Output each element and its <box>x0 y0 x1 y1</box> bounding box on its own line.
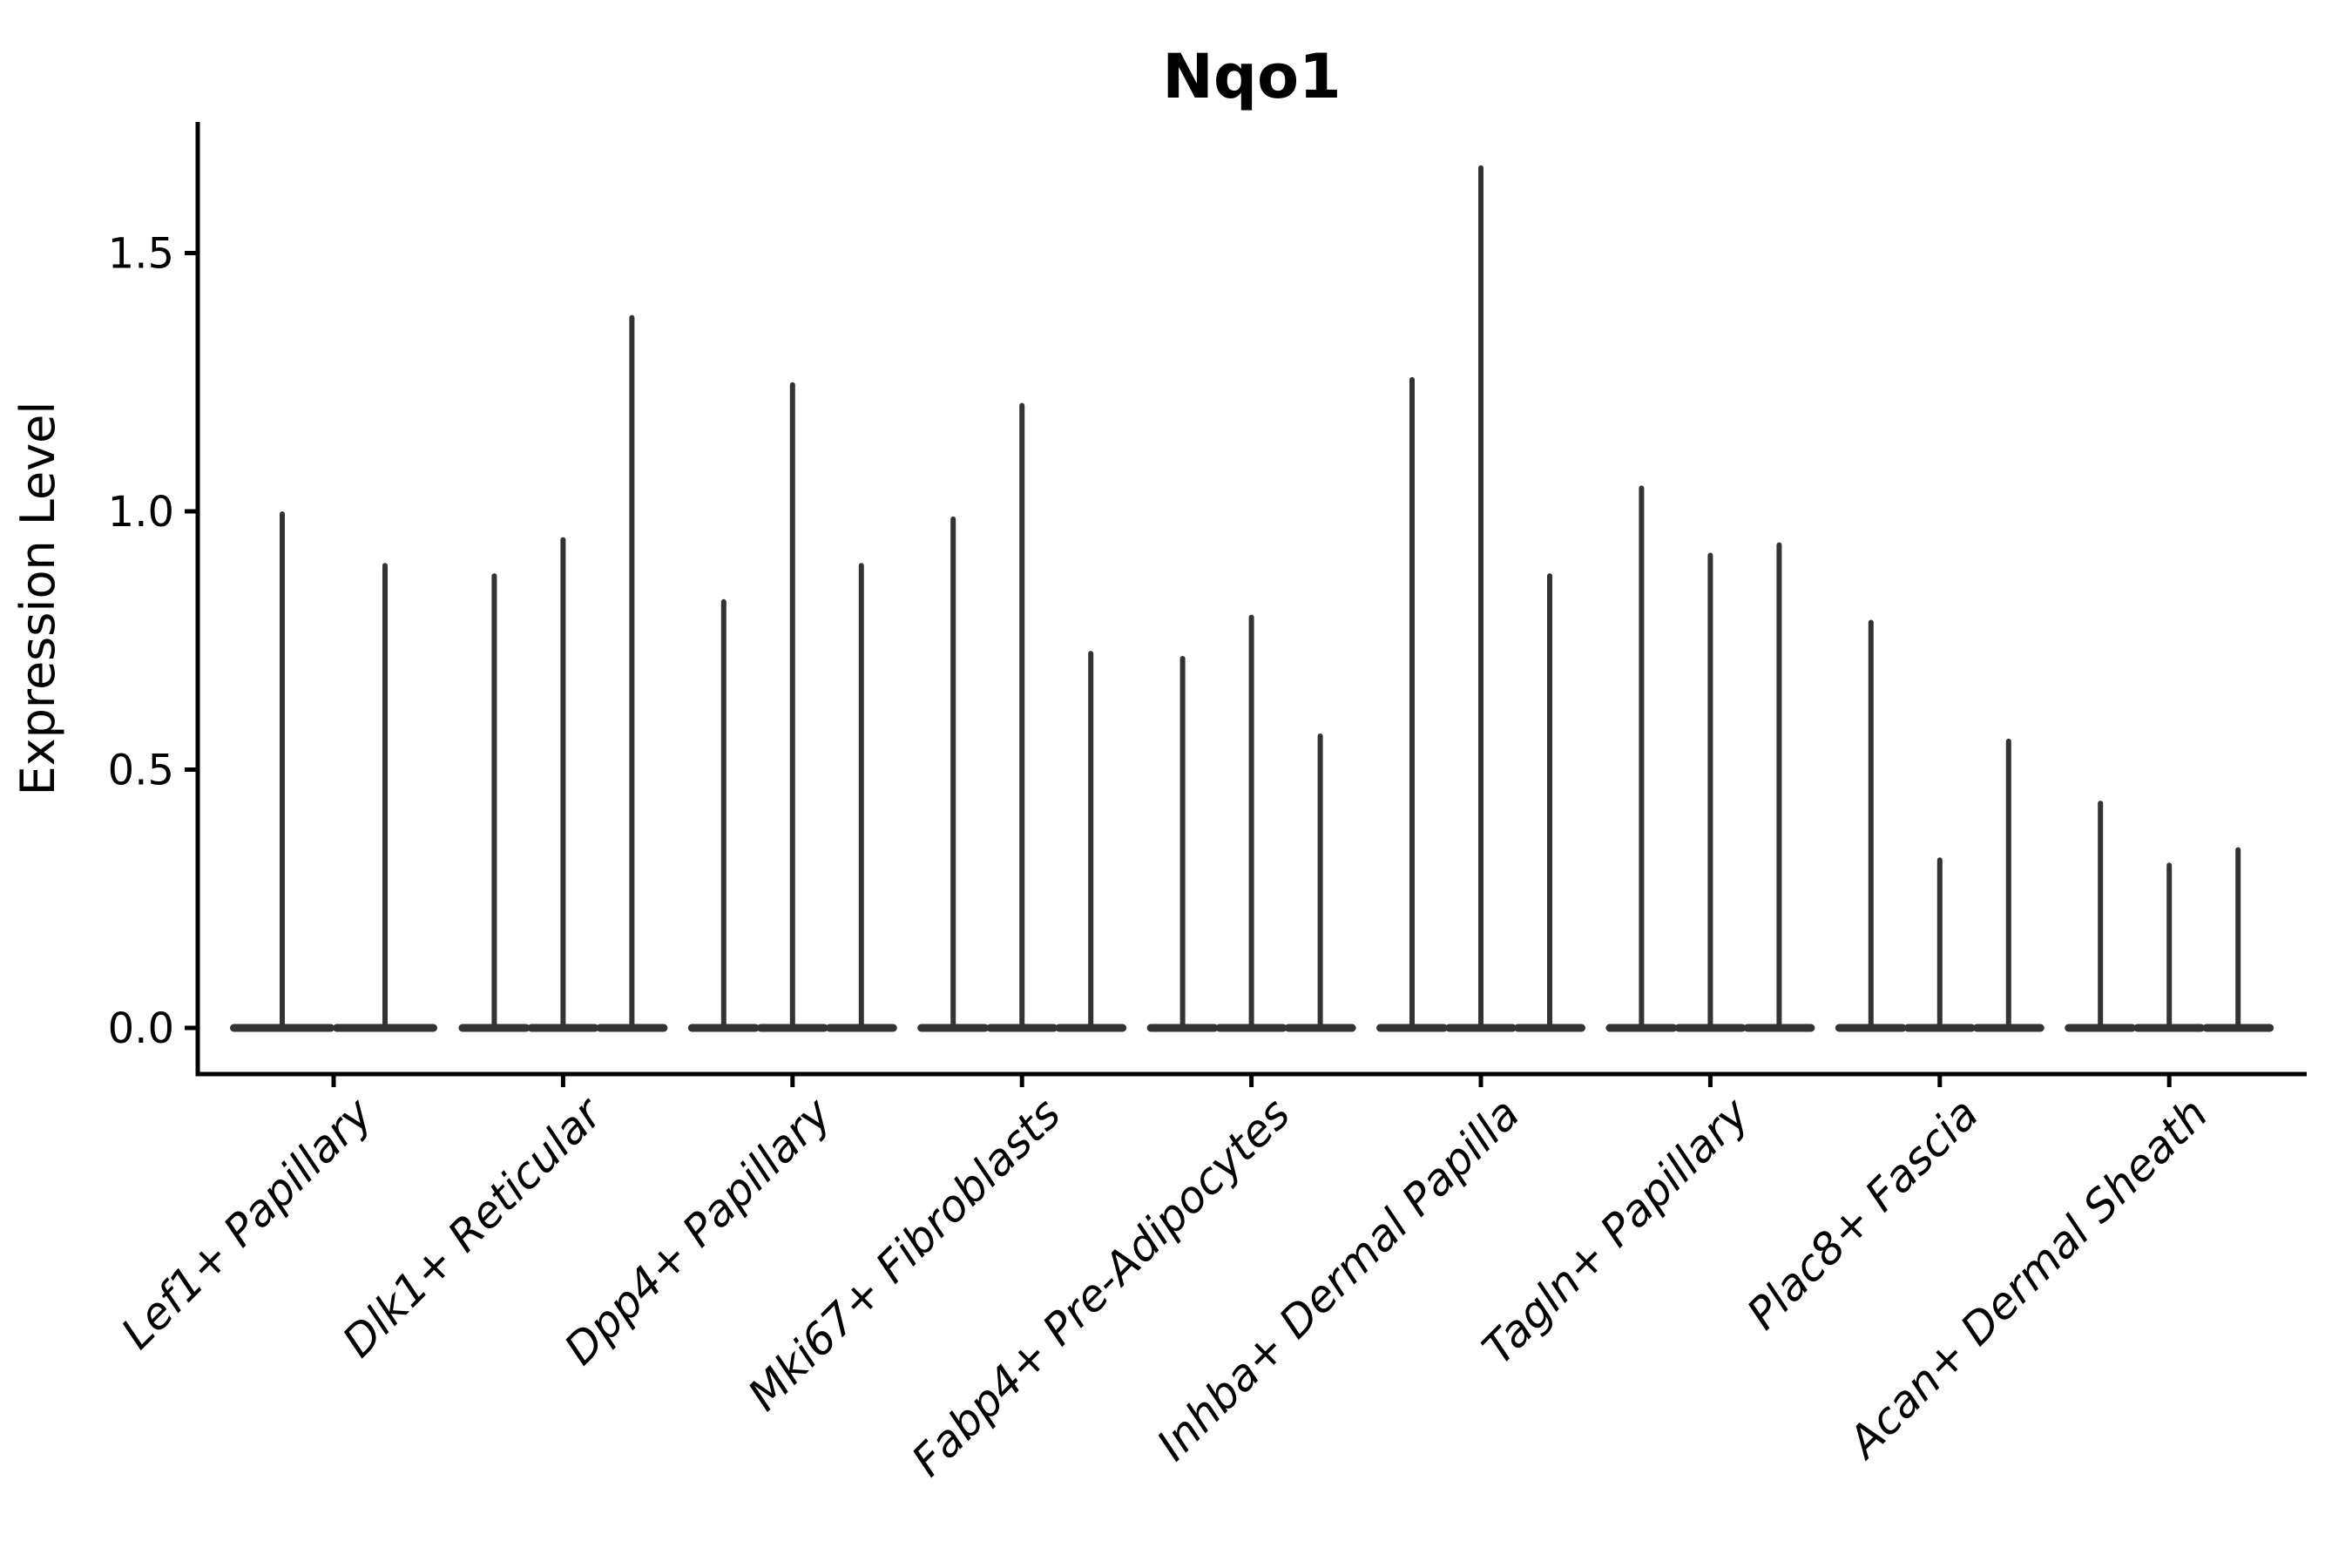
violin-spike <box>2005 738 2011 1028</box>
y-tick-label: 0.0 <box>108 1004 174 1053</box>
violin-spike <box>1179 656 1186 1028</box>
violin-group <box>1146 614 1356 1032</box>
y-axis-label: Expression Level <box>10 402 65 796</box>
violin-base <box>825 1024 897 1032</box>
chart-title: Nqo1 <box>1162 41 1342 112</box>
y-tick-label: 1.5 <box>108 230 174 279</box>
x-category-label: Inhba+ Dermal Papilla <box>1147 1088 1529 1470</box>
violin-layer <box>230 165 2274 1032</box>
violin-spike <box>1776 542 1782 1028</box>
violin-spike <box>720 598 727 1028</box>
violin-spike <box>2166 862 2173 1028</box>
violin-spike <box>1248 614 1254 1028</box>
axes-layer <box>185 122 2307 1087</box>
violin-spike <box>1547 573 1552 1028</box>
violin-spike <box>280 511 285 1028</box>
y-tick-label: 0.5 <box>108 747 174 795</box>
violin-spike <box>1409 376 1415 1028</box>
violin-spike <box>950 516 956 1028</box>
violin-spike <box>2098 801 2104 1028</box>
violin-group <box>917 402 1127 1032</box>
violin-spike <box>1317 733 1323 1028</box>
violin-spike <box>2235 847 2241 1028</box>
violin-spike <box>789 382 795 1028</box>
violin-spike <box>629 314 635 1028</box>
violin-group <box>1376 165 1585 1032</box>
violin-spike <box>1707 552 1713 1028</box>
violin-spike <box>1639 485 1645 1028</box>
violin-group <box>687 382 897 1032</box>
violin-spike <box>1019 402 1025 1029</box>
violin-spike <box>560 537 566 1028</box>
violin-group <box>1835 619 2044 1032</box>
x-category-label: Fabp4+ Pre-Adipocytes <box>902 1088 1301 1486</box>
violin-spike <box>1936 857 1943 1028</box>
violin-spike <box>1088 651 1094 1028</box>
violin-spike <box>491 573 497 1028</box>
violin-spike <box>1478 165 1484 1028</box>
violin-group <box>230 511 437 1032</box>
violin-spike <box>858 563 864 1028</box>
violin-spike <box>1868 619 1874 1028</box>
violin-spike <box>382 563 388 1028</box>
x-category-label: Lef1+ Papillary <box>112 1087 382 1358</box>
x-category-label: Acan+ Dermal Sheath <box>1837 1088 2218 1469</box>
violin-base <box>1743 1024 1815 1032</box>
y-tick-label: 1.0 <box>108 488 174 537</box>
violin-group <box>1605 485 1815 1032</box>
violin-group <box>458 314 668 1032</box>
x-category-label: Plac8+ Fascia <box>1737 1088 1988 1339</box>
violin-group <box>2065 801 2274 1032</box>
